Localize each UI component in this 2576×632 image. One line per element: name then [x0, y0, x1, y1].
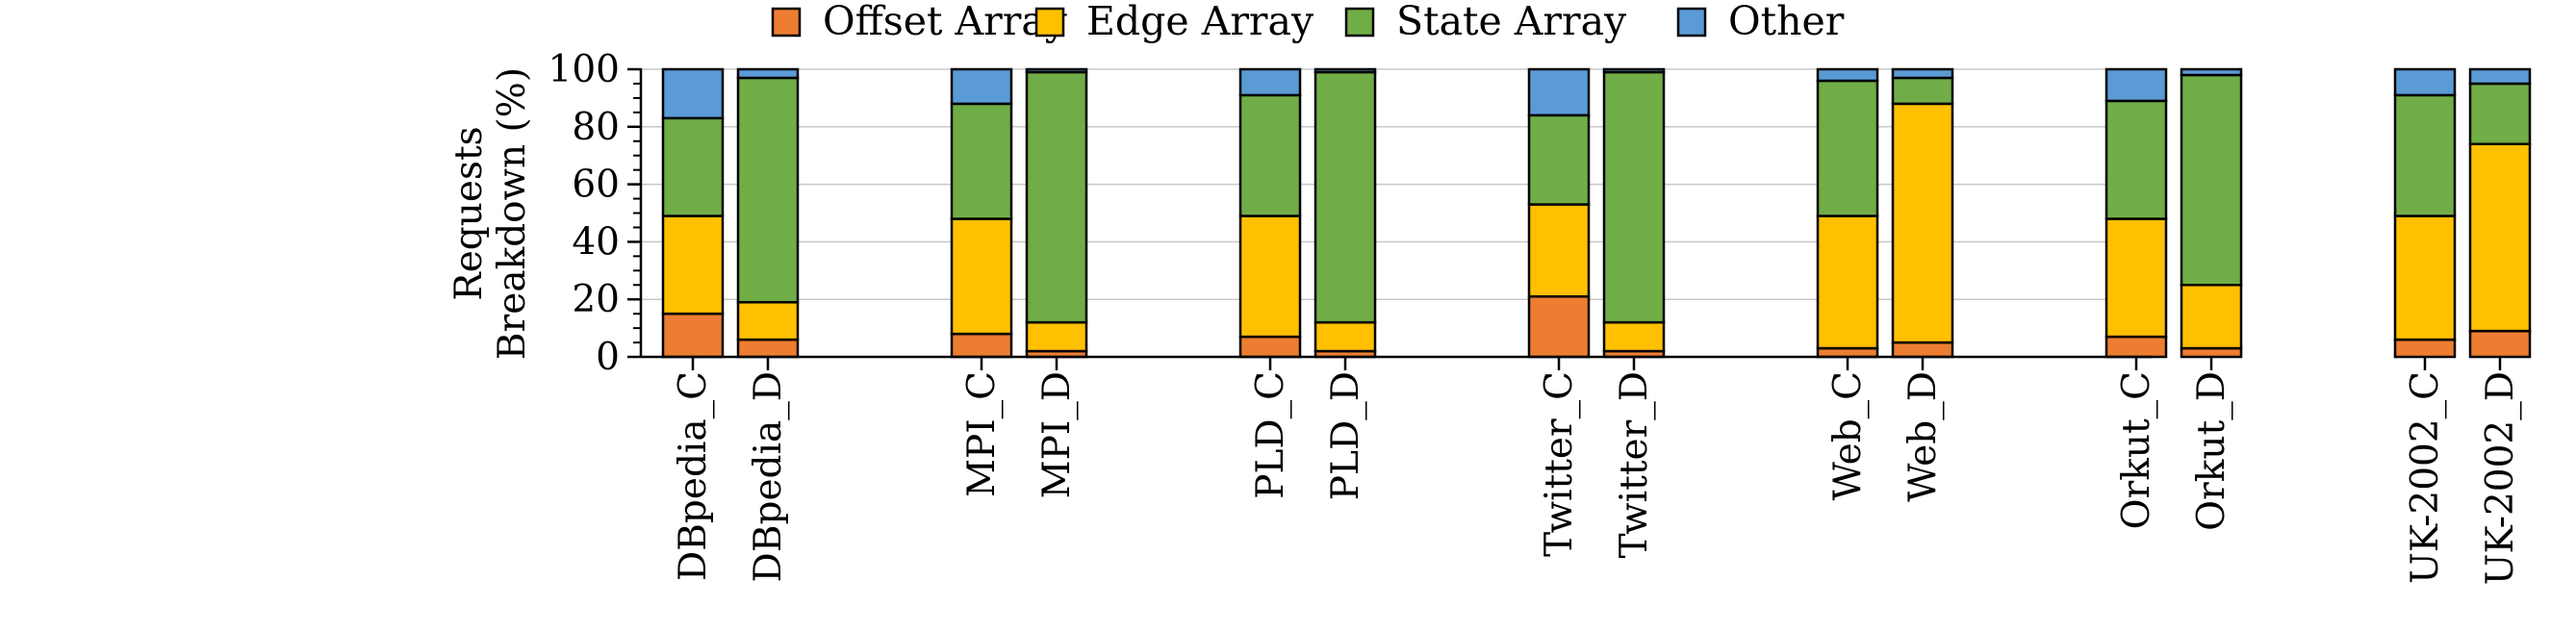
x-tick-label: Twitter_C [1538, 371, 1581, 557]
y-axis-label-line: Requests [447, 126, 491, 300]
y-tick-label: 60 [572, 164, 620, 207]
bar-segment-edge-array-pld-c [1238, 215, 1302, 339]
bar-segment-offset-array-twitter-c [1527, 294, 1591, 359]
y-axis-label: RequestsBreakdown (%) [447, 67, 534, 360]
x-tick-label: Web_C [1826, 371, 1870, 500]
bar-segment-state-array-web-c [1816, 79, 1879, 217]
legend: Offset Array Edge Array State Array Other [771, 0, 1845, 44]
bar-segment-other-dbpedia-c [661, 67, 725, 120]
x-tick-label: Orkut_C [2115, 371, 2158, 529]
legend-swatch-state-array [1344, 7, 1375, 38]
bar-segment-edge-array-web-c [1816, 215, 1879, 350]
bar-segment-other-pld-d [1314, 67, 1377, 74]
y-tick-label: 100 [548, 48, 620, 91]
legend-label-other: Other [1728, 0, 1845, 44]
bar-segment-other-mpi-d [1025, 67, 1088, 74]
bar-segment-offset-array-dbpedia-d [736, 338, 800, 359]
bar-segment-other-orkut-c [2104, 67, 2168, 103]
y-tick-labels: 0 20 40 60 80 100 [548, 48, 620, 379]
bar-segment-other-pld-c [1238, 67, 1302, 97]
bar-segment-other-twitter-d [1602, 67, 1666, 74]
bar-segment-offset-array-mpi-c [950, 332, 1013, 359]
bar-segment-offset-array-pld-c [1238, 335, 1302, 359]
bar-segment-state-array-dbpedia-c [661, 116, 725, 217]
bar-segment-other-mpi-c [950, 67, 1013, 106]
axes [627, 67, 2502, 370]
legend-swatch-offset-array [771, 7, 802, 38]
bar-segment-state-array-uk-2002-d [2468, 82, 2532, 145]
legend-label-offset-array: Offset Array [823, 0, 1068, 44]
bar-segment-edge-array-twitter-c [1527, 203, 1591, 298]
y-tick-label: 20 [572, 278, 620, 321]
bar-segment-offset-array-dbpedia-c [661, 312, 725, 359]
bar-segment-state-array-twitter-c [1527, 114, 1591, 206]
x-tick-label: Orkut_D [2190, 371, 2233, 531]
bar-segment-other-web-c [1816, 67, 1879, 83]
x-tick-label: PLD_C [1249, 371, 1292, 499]
bar-segment-other-dbpedia-d [736, 67, 800, 80]
y-tick-label: 80 [572, 106, 620, 149]
legend-label-edge-array: Edge Array [1086, 0, 1314, 44]
bar-segment-state-array-mpi-c [950, 102, 1013, 220]
x-tick-label: DBpedia_D [747, 371, 790, 582]
bar-segment-offset-array-orkut-c [2104, 335, 2168, 359]
bar-segment-state-array-web-d [1891, 76, 1954, 106]
bar-segment-edge-array-pld-d [1314, 320, 1377, 353]
bar-segment-other-web-d [1891, 67, 1954, 80]
bar-segment-offset-array-web-d [1891, 341, 1954, 359]
bar-segment-edge-array-mpi-d [1025, 320, 1088, 353]
x-tick-label: Web_D [1901, 371, 1945, 502]
bar-segment-state-array-pld-d [1314, 70, 1377, 324]
bar-segment-other-uk-2002-c [2393, 67, 2457, 97]
bar-segment-state-array-orkut-d [2180, 73, 2243, 287]
bar-segment-edge-array-orkut-c [2104, 217, 2168, 339]
bar-segment-other-orkut-d [2180, 67, 2243, 77]
x-tick-label: Twitter_D [1613, 371, 1656, 558]
x-tick-label: UK-2002_D [2479, 371, 2522, 585]
legend-swatch-edge-array [1034, 7, 1065, 38]
bar-segment-edge-array-uk-2002-c [2393, 215, 2457, 341]
x-tick-label: MPI_D [1035, 371, 1079, 498]
bar-segment-offset-array-uk-2002-c [2393, 338, 2457, 359]
bar-segment-state-array-orkut-c [2104, 99, 2168, 220]
x-tick-label: UK-2002_C [2404, 371, 2447, 584]
bar-segment-offset-array-web-c [1816, 346, 1879, 359]
bar-segment-edge-array-orkut-d [2180, 284, 2243, 350]
x-tick-label: MPI_C [960, 371, 1004, 497]
x-tick-label: PLD_D [1324, 371, 1367, 500]
bar-segment-state-array-pld-c [1238, 93, 1302, 217]
bar-segment-state-array-uk-2002-c [2393, 93, 2457, 217]
bar-segment-edge-array-dbpedia-d [736, 300, 800, 341]
bar-segment-edge-array-mpi-c [950, 217, 1013, 336]
bar-segment-edge-array-twitter-d [1602, 320, 1666, 353]
bar-segment-state-array-mpi-d [1025, 70, 1088, 324]
legend-label-state-array: State Array [1396, 0, 1627, 44]
bar-segment-other-twitter-c [1527, 67, 1591, 117]
bar-segment-edge-array-dbpedia-c [661, 215, 725, 316]
bar-segment-other-uk-2002-d [2468, 67, 2532, 86]
legend-swatch-other [1676, 7, 1707, 38]
x-tick-label: DBpedia_C [672, 371, 715, 581]
y-axis-label-line: Breakdown (%) [491, 67, 534, 360]
bar-segment-state-array-twitter-d [1602, 70, 1666, 324]
bar-segment-state-array-dbpedia-d [736, 76, 800, 304]
bar-segment-edge-array-uk-2002-d [2468, 142, 2532, 333]
bars [661, 67, 2532, 359]
bar-segment-offset-array-uk-2002-d [2468, 329, 2532, 359]
y-tick-label: 0 [596, 336, 620, 379]
bar-segment-offset-array-orkut-d [2180, 346, 2243, 359]
bar-segment-edge-array-web-d [1891, 102, 1954, 344]
y-tick-label: 40 [572, 220, 620, 264]
x-category-labels: DBpedia_C DBpedia_D MPI_C MPI_D PLD_C PLD_D Tw… [672, 371, 2522, 585]
